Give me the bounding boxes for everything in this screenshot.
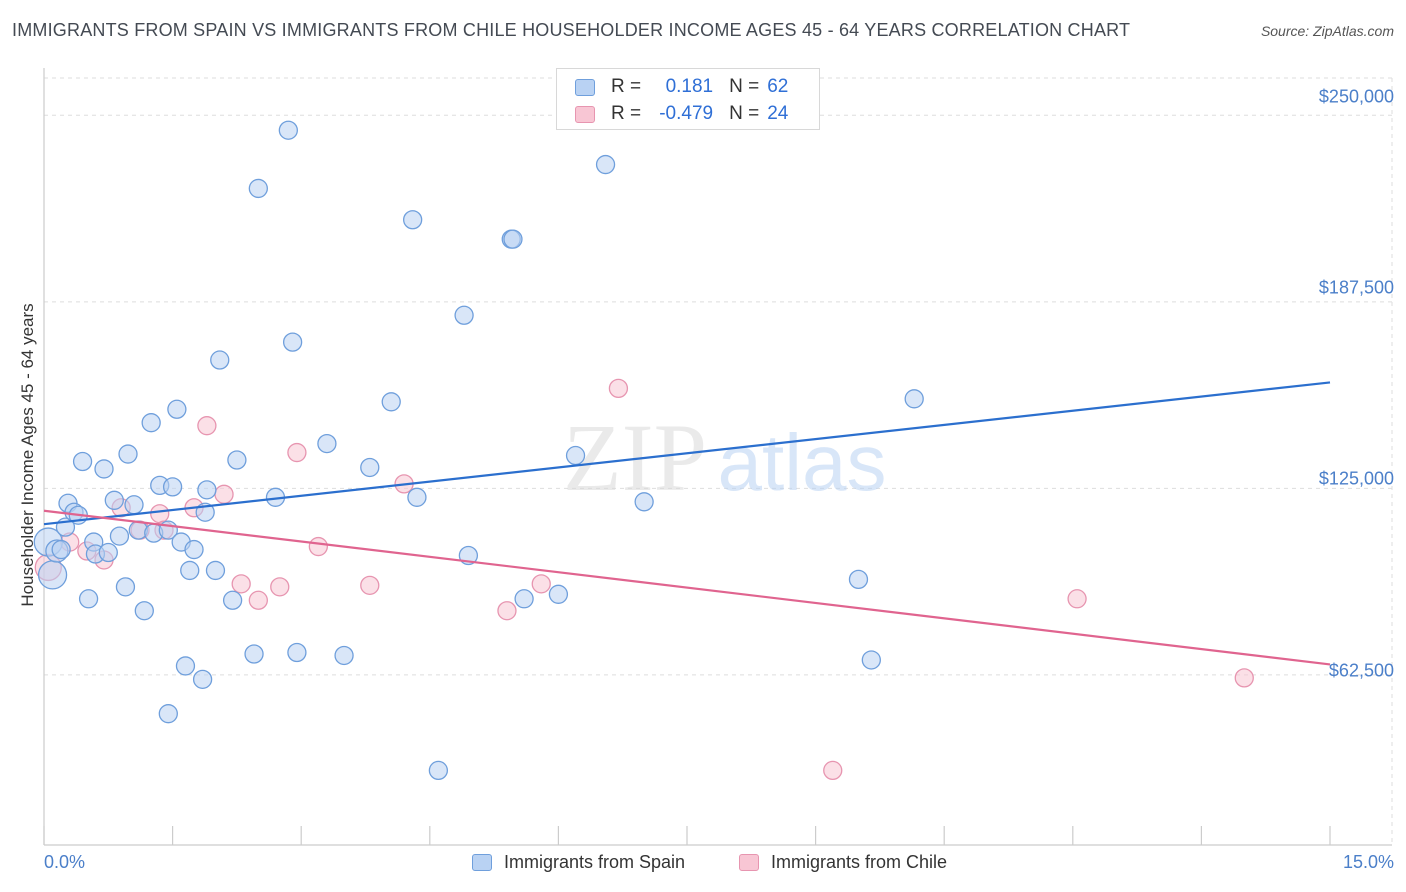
spain-point — [548, 584, 569, 604]
chile-point — [287, 442, 307, 463]
spain-point — [360, 457, 380, 478]
spain-point — [227, 450, 247, 470]
watermark-zip: ZIP — [563, 404, 707, 511]
spain-point — [287, 642, 307, 663]
spain-point — [118, 444, 138, 464]
spain-point — [197, 480, 217, 500]
spain-point — [167, 399, 187, 419]
spain-swatch — [575, 78, 595, 96]
stats-row-spain: R = 0.181 N = 62 — [575, 74, 788, 100]
x-tick-label-max: 15.0% — [1342, 852, 1394, 872]
spain-point — [175, 656, 196, 676]
r-label: R = — [611, 103, 642, 124]
spain-point — [51, 539, 71, 560]
y-tick-label-187500: $187,500 — [1318, 277, 1394, 298]
y-tick-label-250000: $250,000 — [1318, 86, 1394, 107]
chile-point — [270, 577, 290, 597]
spain-point — [403, 210, 423, 230]
spain-point — [244, 644, 264, 664]
spain-point — [184, 539, 204, 560]
n-label: N = — [729, 103, 760, 124]
spain-point — [192, 669, 213, 690]
legend-swatch-chile — [739, 854, 759, 871]
spain-point — [381, 392, 401, 412]
spain-point — [180, 560, 200, 581]
chile-point — [531, 574, 551, 594]
trendlines — [43, 381, 1331, 666]
spain-point — [565, 445, 586, 466]
spain-point — [124, 495, 144, 515]
chile-point — [197, 416, 217, 436]
spain-point — [115, 577, 136, 597]
spain-point — [134, 601, 154, 621]
spain-points — [33, 120, 924, 781]
y-tick-label-125000: $125,000 — [1318, 468, 1394, 489]
spain-point — [78, 589, 99, 609]
spain-point — [454, 305, 474, 325]
chile-point — [823, 760, 843, 781]
spain-point — [72, 451, 93, 472]
chile-point — [248, 590, 268, 610]
spain-point — [205, 560, 226, 581]
spain-point — [904, 389, 924, 409]
spain-point — [158, 704, 178, 724]
chile-point — [497, 601, 517, 621]
spain-point — [317, 433, 337, 454]
spain-point — [104, 490, 124, 510]
chile-swatch — [575, 105, 595, 123]
chart-title: IMMIGRANTS FROM SPAIN VS IMMIGRANTS FROM… — [12, 20, 1131, 40]
x-tick-label-min: 0.0% — [44, 852, 86, 872]
chile-point — [1067, 589, 1087, 609]
spain-point — [278, 120, 298, 140]
stats-row-chile: R = -0.479 N = 24 — [575, 101, 788, 127]
spain-point — [428, 760, 449, 781]
spain-point — [109, 526, 130, 546]
chile-point — [150, 504, 170, 524]
spain-point — [37, 560, 68, 590]
n-label: N = — [729, 76, 760, 97]
legend-item-chile[interactable]: Immigrants from Chile — [739, 852, 947, 873]
chile-point — [214, 484, 234, 504]
legend-item-spain[interactable]: Immigrants from Spain — [472, 852, 685, 873]
spain-point — [98, 542, 118, 563]
spain-point — [222, 590, 243, 610]
legend-label-spain: Immigrants from Spain — [504, 852, 686, 872]
y-axis-label: Householder Income Ages 45 - 64 years — [18, 303, 37, 607]
legend-swatch-spain — [472, 854, 492, 871]
n-value: 62 — [767, 76, 789, 97]
spain-point — [334, 645, 354, 666]
axes — [43, 68, 1392, 846]
chile-trendline — [43, 509, 1331, 666]
spain-point — [861, 650, 881, 670]
chile-point — [1234, 668, 1254, 688]
spain-point — [503, 229, 523, 249]
chile-point — [231, 574, 251, 594]
chile-point — [308, 536, 328, 557]
spain-point — [210, 350, 230, 370]
y-tick-label-62500: $62,500 — [1328, 660, 1394, 681]
spain-point — [634, 492, 654, 512]
chile-point — [608, 378, 629, 399]
spain-trendline — [43, 381, 1331, 526]
watermark: ZIP atlas — [563, 404, 886, 511]
source-label: Source: ZipAtlas.com — [1260, 23, 1394, 39]
legend-label-chile: Immigrants from Chile — [771, 852, 948, 872]
spain-point — [94, 459, 114, 479]
spain-point — [595, 154, 616, 175]
n-value: 24 — [767, 103, 789, 124]
r-value: -0.479 — [659, 103, 714, 124]
spain-point — [282, 332, 303, 352]
spain-point — [407, 487, 427, 507]
spain-point — [162, 477, 183, 497]
stats-box: R = 0.181 N = 62 R = -0.479 N = 24 — [556, 68, 820, 130]
spain-point — [248, 178, 268, 199]
spain-point — [141, 413, 161, 433]
r-label: R = — [611, 76, 642, 97]
spain-point — [848, 569, 869, 590]
r-value: 0.181 — [665, 76, 714, 97]
watermark-atlas: atlas — [718, 418, 887, 507]
chile-point — [360, 575, 380, 596]
spain-point — [514, 589, 534, 609]
